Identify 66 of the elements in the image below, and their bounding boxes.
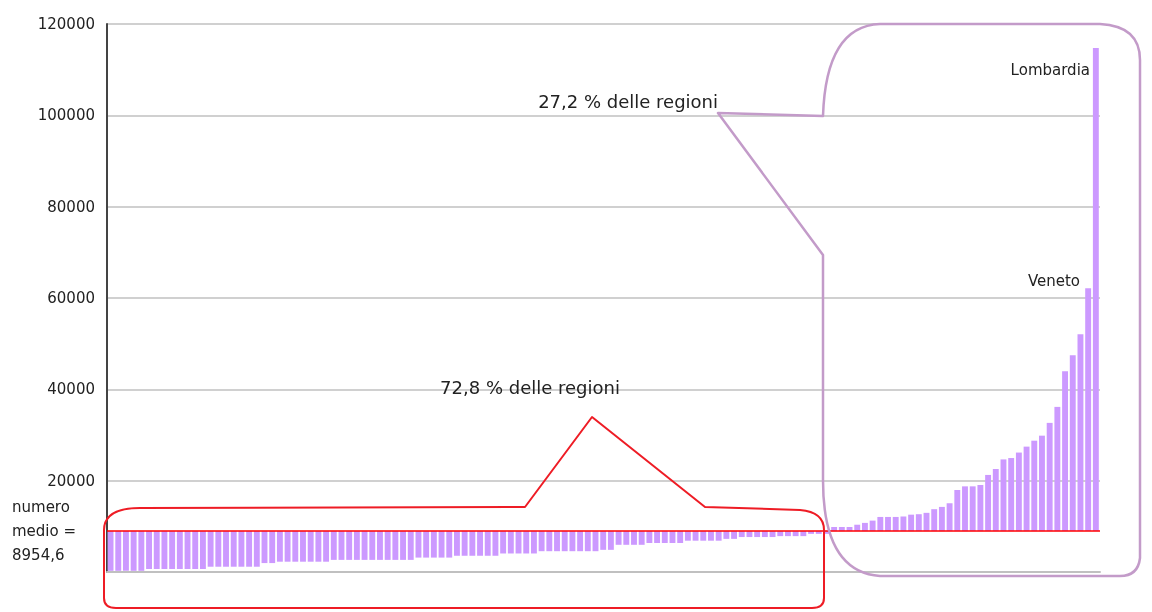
bar: [931, 509, 938, 532]
bar: [276, 531, 283, 562]
annotation: Lombardia: [1010, 60, 1090, 79]
bar: [146, 531, 152, 570]
annotation: 72,8 % delle regioni: [440, 376, 620, 398]
bar: [1092, 47, 1099, 532]
bar: [631, 531, 637, 545]
bar: [507, 531, 514, 554]
bar: [246, 531, 253, 567]
bar: [330, 531, 337, 560]
bar: [407, 531, 414, 560]
bar: [908, 514, 915, 532]
bar: [530, 531, 537, 554]
bar: [677, 531, 684, 543]
bar: [346, 531, 353, 560]
annotation: 27,2 % delle regioni: [538, 90, 718, 112]
bar: [1062, 371, 1069, 532]
bar: [400, 531, 407, 560]
bar: [169, 531, 176, 570]
bar: [430, 531, 437, 558]
bar: [938, 506, 945, 532]
bar: [885, 516, 891, 532]
y-tick-label: 20000: [47, 471, 95, 490]
bar: [115, 531, 122, 571]
bar: [607, 531, 614, 550]
bar: [1085, 288, 1092, 532]
bar: [1069, 355, 1076, 532]
y-tick-label: 60000: [47, 289, 95, 307]
bar: [962, 486, 968, 532]
bar: [500, 531, 507, 554]
bar: [454, 531, 460, 556]
y-tick-label: 80000: [47, 197, 95, 216]
bar: [600, 531, 607, 550]
bar: [353, 531, 360, 560]
bar: [199, 531, 206, 570]
bar: [223, 531, 229, 567]
bar: [253, 531, 260, 567]
bar: [446, 531, 453, 558]
bar: [523, 531, 530, 554]
y-tick-label: 120000: [37, 15, 95, 33]
annotation: Veneto: [1027, 271, 1080, 290]
bar: [123, 531, 129, 571]
bar: [323, 531, 330, 562]
ref-line-label: numero medio = 8954,6: [12, 498, 81, 565]
bar: [1039, 435, 1045, 532]
bar: [992, 469, 999, 532]
bar: [192, 531, 199, 570]
bar: [661, 531, 668, 543]
bar: [577, 531, 584, 552]
bar: [915, 514, 922, 532]
bar: [554, 531, 560, 552]
bar: [654, 531, 661, 543]
y-tick-label: 40000: [47, 380, 95, 399]
bar: [423, 531, 430, 558]
bar: [1008, 458, 1015, 532]
bar: [300, 531, 306, 562]
y-tick-label: 100000: [37, 106, 95, 125]
bar: [985, 474, 992, 532]
bar: [584, 531, 591, 552]
bar: [708, 531, 714, 541]
bar: [1015, 452, 1022, 532]
bar: [176, 531, 183, 570]
bar: [684, 531, 691, 541]
bar: [377, 531, 383, 560]
bar: [477, 531, 483, 556]
bar: [269, 531, 276, 564]
